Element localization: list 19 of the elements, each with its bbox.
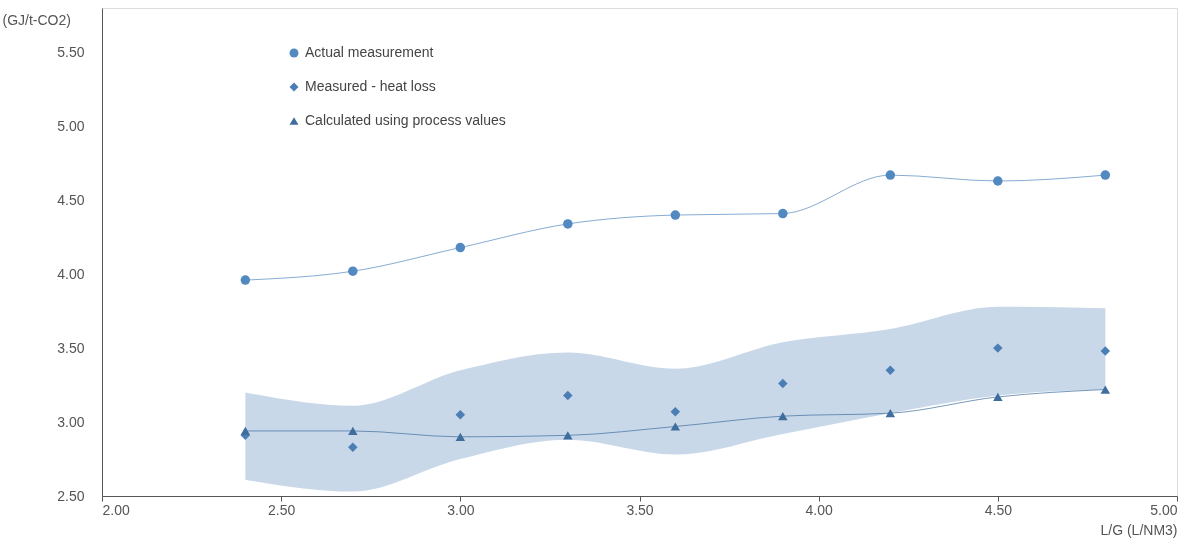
y-tick-label: 4.00 bbox=[57, 265, 85, 282]
x-tick-label: 2.00 bbox=[102, 501, 130, 518]
x-tick-label: 2.50 bbox=[268, 501, 296, 518]
x-axis-title: L/G (L/NM3) bbox=[1100, 521, 1178, 538]
y-tick-label: 2.50 bbox=[57, 487, 85, 504]
legend-label: Actual measurement bbox=[305, 44, 434, 60]
y-tick-label: 3.50 bbox=[57, 339, 85, 356]
y-axis-title: (GJ/t-CO2) bbox=[2, 11, 71, 28]
y-tick-label: 5.00 bbox=[57, 117, 85, 134]
y-tick-label: 3.00 bbox=[57, 413, 85, 430]
legend-label: Calculated using process values bbox=[305, 112, 506, 128]
x-tick-label: 4.50 bbox=[984, 501, 1013, 518]
x-tick-label: 4.00 bbox=[805, 501, 833, 518]
x-tick-label: 3.00 bbox=[447, 501, 475, 518]
y-tick-label: 4.50 bbox=[57, 191, 85, 208]
x-tick-label: 3.50 bbox=[626, 501, 654, 518]
legend-label: Measured - heat loss bbox=[305, 78, 436, 94]
x-tick-label: 5.00 bbox=[1150, 501, 1178, 518]
y-tick-label: 5.50 bbox=[57, 43, 85, 60]
